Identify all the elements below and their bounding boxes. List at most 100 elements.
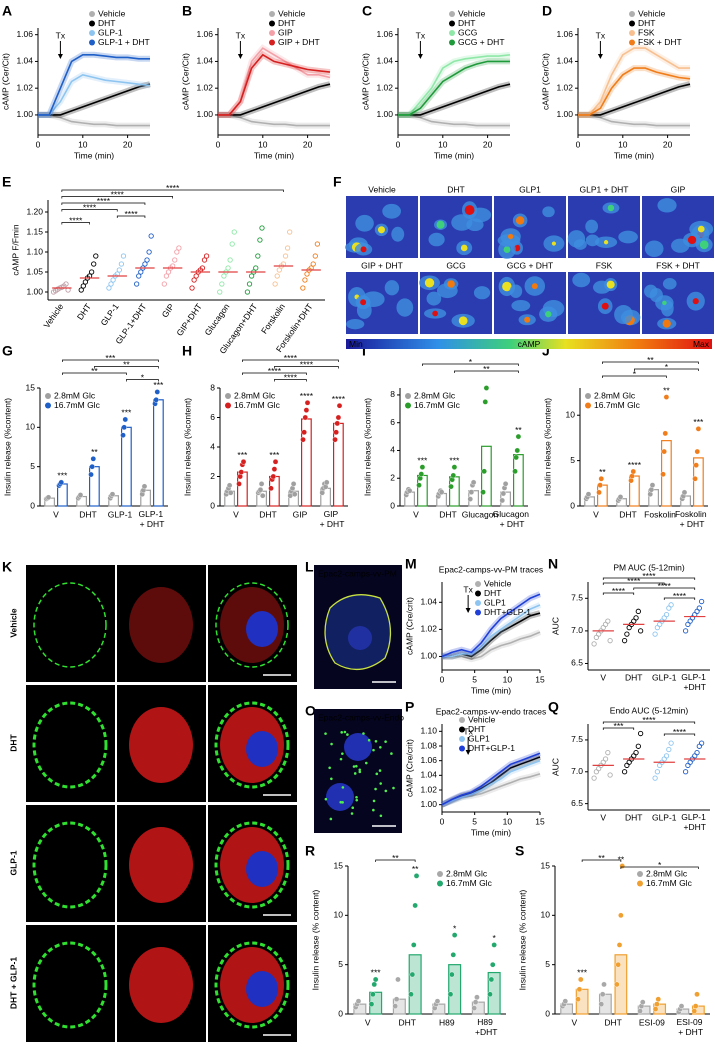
significance-label: ** [412, 864, 419, 874]
data-point [58, 479, 65, 486]
legend-label: Vehicle [98, 8, 126, 18]
data-point [633, 750, 639, 756]
y-axis-label: Insulin release (% content) [310, 890, 320, 991]
significance-bracket [663, 733, 696, 736]
significance-bracket [602, 727, 635, 730]
data-point [451, 932, 458, 938]
y-axis-label: AUC [550, 617, 560, 635]
cell [355, 214, 374, 232]
significance-bracket [62, 359, 159, 362]
data-point [698, 740, 705, 746]
y-axis-label: cAMP (Cer/Cit) [360, 53, 370, 110]
legend-label: 2.8mM Glc [234, 390, 276, 400]
data-point [668, 602, 674, 608]
cell [384, 280, 400, 296]
series-line [38, 73, 151, 116]
cell [614, 304, 633, 325]
data-point [513, 454, 519, 461]
series-line [578, 47, 690, 116]
legend-marker [225, 393, 231, 399]
data-point [312, 253, 318, 259]
y-tick-label: 10 [566, 409, 576, 419]
series-line [442, 604, 541, 658]
hotspot [458, 316, 468, 326]
legend-marker [459, 717, 465, 723]
legend-label: GIP + DHT [278, 37, 320, 47]
y-tick-label: 0 [338, 1008, 343, 1018]
annotation: Tx [56, 30, 66, 40]
legend-marker [459, 736, 465, 742]
cell [644, 240, 664, 258]
legend-label: Vehicle [468, 714, 496, 724]
data-point [637, 628, 644, 634]
data-point [144, 257, 150, 263]
data-point [268, 485, 274, 492]
data-point [607, 638, 613, 644]
significance-label: **** [166, 183, 180, 193]
y-tick-label: 6.5 [571, 798, 583, 808]
hotspot [360, 246, 367, 253]
data-point [199, 265, 206, 271]
nucleus [246, 731, 278, 767]
y-axis-label: Insulin release (%content) [182, 398, 192, 496]
y-tick-label: 1.00 [16, 109, 33, 119]
x-tick-label: DHT [439, 509, 456, 519]
data-point [136, 273, 142, 279]
data-point [219, 281, 225, 287]
hotspot [460, 244, 468, 252]
x-tick-label: GLP-1 +DHT [681, 672, 708, 692]
data-point [63, 281, 69, 287]
y-tick-label: 10 [26, 422, 36, 432]
data-point [238, 469, 245, 475]
data-point [406, 487, 413, 494]
data-point [585, 491, 592, 498]
x-tick-label: Glucagon [462, 509, 499, 519]
significance-label: **** [673, 591, 687, 601]
channel-label: Merged [212, 927, 242, 937]
data-point [655, 996, 662, 1003]
data-point [637, 730, 644, 737]
data-point [624, 631, 630, 637]
data-point [89, 463, 95, 470]
y-axis-label: Insulin release (%content) [542, 398, 552, 496]
endosome [379, 746, 382, 749]
nucleus [326, 783, 354, 811]
legend-label: 16.7mM Glc [54, 400, 101, 410]
data-point [163, 273, 170, 279]
endosome [355, 795, 358, 799]
significance-label: **** [300, 391, 314, 401]
data-point [668, 740, 674, 746]
x-tick-label: ESI-09 + DHT [676, 1017, 704, 1037]
legend-label: 2.8mM Glc [54, 390, 96, 400]
channel-label: FLAG-AR [121, 567, 159, 577]
data-point [598, 1001, 605, 1007]
row-label: DHT [8, 733, 18, 751]
y-tick-label: 6.5 [571, 658, 583, 668]
data-point [467, 496, 474, 502]
data-point [246, 281, 253, 287]
nucleus [246, 971, 278, 1007]
legend-marker [45, 402, 51, 409]
legend-label: DHT+GLP-1 [468, 743, 515, 753]
endosome [341, 786, 345, 789]
x-tick-label: ESI-09 [639, 1017, 665, 1027]
series-line [578, 83, 691, 116]
endosome [328, 766, 331, 770]
row-label: Vehicle [8, 608, 18, 638]
significance-label: **** [284, 372, 298, 382]
channel-label: GLP-1R-GFP [30, 687, 82, 697]
nucleus [348, 626, 372, 650]
hotspot [502, 281, 512, 292]
y-axis-label: Insulin release (%content) [2, 398, 12, 496]
y-tick-label: 4 [390, 445, 395, 455]
annotation: Tx [463, 584, 473, 594]
y-axis-label: cAMP (Cre/crit) [404, 597, 414, 655]
channel-label: Merged [212, 567, 242, 577]
significance-label: *** [577, 968, 588, 978]
data-point [577, 976, 584, 983]
significance-label: ** [392, 853, 399, 863]
cell [573, 239, 587, 250]
data-point [648, 486, 655, 493]
x-tick-label: GLP-1 [652, 812, 677, 822]
channel-label: GLP-1R-GFP [30, 807, 82, 817]
